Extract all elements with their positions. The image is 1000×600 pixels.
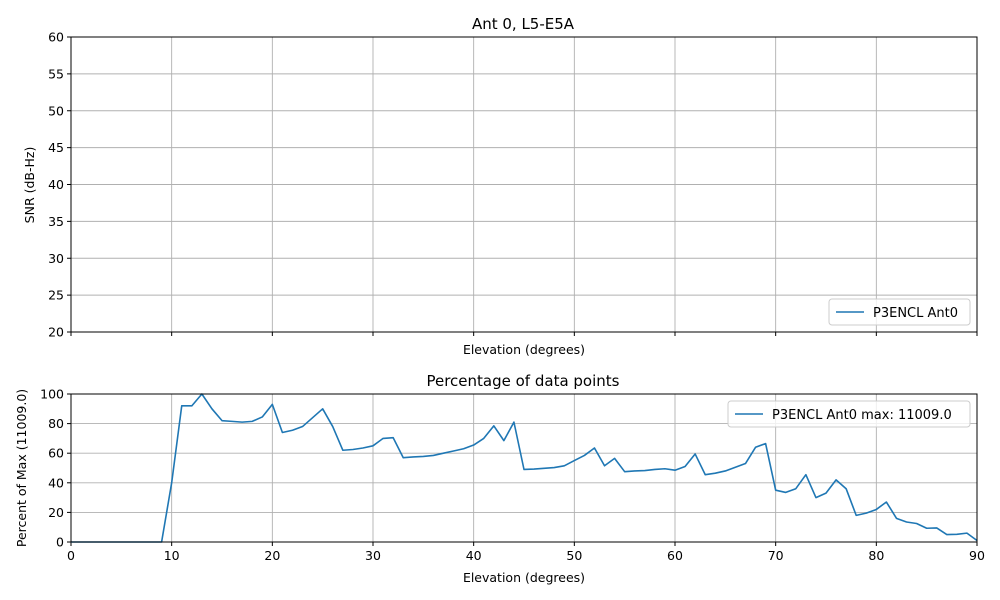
percentage-chart-title: Percentage of data points xyxy=(426,372,619,390)
percentage-y-tick-label: 100 xyxy=(40,387,64,402)
percentage-x-tick-label: 60 xyxy=(667,548,683,563)
snr-chart-xlabel: Elevation (degrees) xyxy=(463,342,585,357)
percentage-chart-ylabel: Percent of Max (11009.0) xyxy=(14,389,29,547)
percentage-x-tick-label: 90 xyxy=(969,548,985,563)
percentage-y-tick-label: 40 xyxy=(48,475,64,490)
percentage-x-tick-label: 10 xyxy=(164,548,180,563)
percentage-chart-frame xyxy=(70,393,978,543)
percentage-x-tick-label: 80 xyxy=(868,548,884,563)
percentage-x-tick-label: 70 xyxy=(768,548,784,563)
percentage-legend-box xyxy=(727,400,971,428)
percentage-x-tick-label: 30 xyxy=(365,548,381,563)
snr-legend-box xyxy=(828,298,971,326)
percentage-x-tick-label: 0 xyxy=(67,548,75,563)
snr-y-tick-label: 60 xyxy=(48,30,64,45)
snr-chart-ticks: 20 25 30 35 40 45 50 55 60 xyxy=(48,30,978,340)
percentage-chart-legend: P3ENCL Ant0 max: 11009.0 xyxy=(727,400,971,428)
percentage-x-tick-label: 40 xyxy=(466,548,482,563)
percentage-legend-label: P3ENCL Ant0 max: 11009.0 xyxy=(772,408,952,423)
percentage-y-tick-label: 20 xyxy=(48,505,64,520)
snr-chart-frame xyxy=(70,36,978,333)
snr-y-tick-label: 45 xyxy=(48,140,64,155)
percentage-series-line xyxy=(71,393,978,543)
percentage-chart-ticks: 0 10 20 30 40 50 60 70 80 90 0 20 40 60 80 100 xyxy=(40,387,985,564)
percentage-x-tick-label: 20 xyxy=(264,548,280,563)
snr-chart-legend: P3ENCL Ant0 xyxy=(828,298,971,326)
snr-chart: Ant 0, L5-E5A 20 25 30 35 40 45 50 55 60 Elevati… xyxy=(22,15,978,357)
snr-y-tick-label: 40 xyxy=(48,177,64,192)
percentage-chart: Percentage of data points 0 10 20 30 40 50 60 7… xyxy=(14,372,985,585)
percentage-chart-xlabel: Elevation (degrees) xyxy=(463,570,585,585)
percentage-y-tick-label: 80 xyxy=(48,416,64,431)
snr-y-tick-label: 55 xyxy=(48,66,64,81)
snr-y-tick-label: 50 xyxy=(48,103,64,118)
percentage-chart-series xyxy=(71,393,978,543)
snr-legend-label: P3ENCL Ant0 xyxy=(873,306,958,321)
snr-chart-title: Ant 0, L5-E5A xyxy=(472,15,575,33)
snr-chart-ylabel: SNR (dB-Hz) xyxy=(22,147,37,224)
snr-y-tick-label: 25 xyxy=(48,288,64,303)
snr-y-tick-label: 20 xyxy=(48,325,64,340)
snr-y-tick-label: 30 xyxy=(48,251,64,266)
percentage-y-tick-label: 60 xyxy=(48,446,64,461)
percentage-y-tick-label: 0 xyxy=(56,535,64,550)
percentage-x-tick-label: 50 xyxy=(566,548,582,563)
snr-y-tick-label: 35 xyxy=(48,214,64,229)
